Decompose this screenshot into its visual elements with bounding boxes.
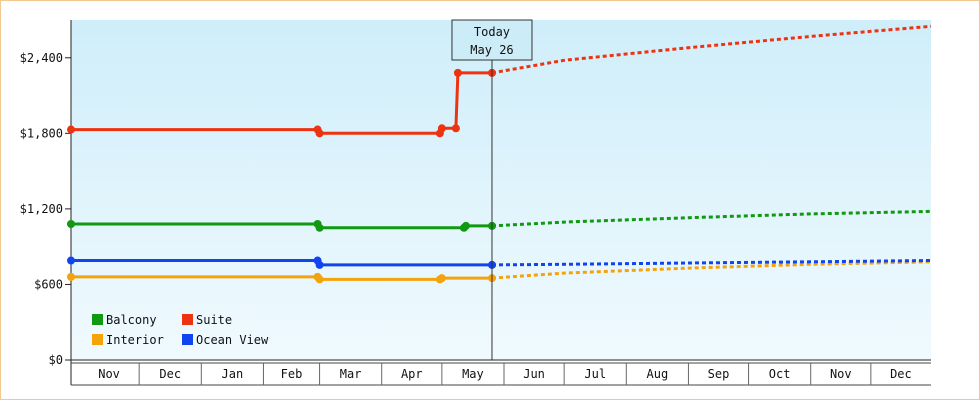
legend-label: Balcony: [106, 313, 157, 327]
y-tick-label: $1,800: [20, 126, 63, 140]
plot-area: [71, 20, 931, 360]
data-point-marker: [461, 221, 470, 230]
forecast-line-ocean-view: [491, 259, 932, 267]
data-point-marker: [315, 275, 324, 284]
x-month-label: Apr: [401, 367, 423, 381]
legend-swatch: [182, 314, 193, 325]
x-month-label: Nov: [830, 367, 852, 381]
x-month-label: Dec: [890, 367, 912, 381]
data-point-marker: [437, 274, 446, 283]
today-label-box: [451, 19, 533, 61]
x-month-label: Jan: [222, 367, 244, 381]
data-point-marker: [67, 125, 75, 134]
data-point-marker: [67, 220, 75, 228]
x-month-label: Jul: [584, 367, 606, 381]
series-line-balcony: [71, 222, 492, 230]
legend-swatch: [92, 334, 103, 345]
x-month-label: Jun: [523, 367, 545, 381]
data-point-marker: [315, 260, 324, 269]
legend-swatch: [92, 314, 103, 325]
y-tick-label: $1,200: [20, 202, 63, 216]
x-month-label: Nov: [98, 367, 120, 381]
today-label-line2: May 26: [470, 43, 513, 57]
forecast-line-interior: [491, 260, 932, 280]
today-label-line1: Today: [474, 25, 510, 39]
data-point-marker: [315, 129, 324, 138]
data-point-marker: [451, 124, 460, 133]
x-month-label: Sep: [708, 367, 730, 381]
data-point-marker: [315, 223, 324, 232]
y-tick-label: $0: [49, 353, 63, 367]
data-point-marker: [67, 272, 75, 281]
x-month-label: Feb: [281, 367, 303, 381]
x-month-label: Dec: [159, 367, 181, 381]
x-month-label: Oct: [769, 367, 791, 381]
x-month-label: May: [462, 367, 484, 381]
y-tick-label: $600: [34, 277, 63, 291]
forecast-line-balcony: [491, 209, 932, 228]
data-point-marker: [453, 68, 462, 77]
series-line-interior: [71, 275, 492, 281]
y-tick-label: $2,400: [20, 51, 63, 65]
legend-label: Suite: [196, 313, 232, 327]
legend-swatch: [182, 334, 193, 345]
forecast-line-suite: [491, 24, 932, 75]
x-month-label: Mar: [340, 367, 362, 381]
data-point-marker: [437, 124, 446, 133]
legend-label: Interior: [106, 333, 164, 347]
legend-label: Ocean View: [196, 333, 269, 347]
data-point-marker: [67, 256, 75, 265]
x-month-label: Aug: [647, 367, 669, 381]
